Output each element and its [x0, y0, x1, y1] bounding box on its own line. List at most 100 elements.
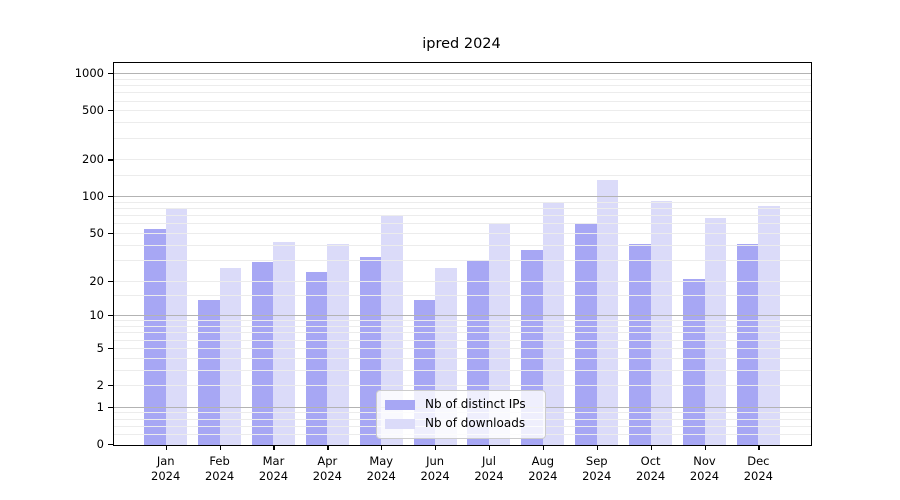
x-tick-month: Sep: [585, 454, 608, 468]
bar-downloads: [650, 201, 673, 445]
bar-distinct-ips: [144, 228, 166, 445]
legend-swatch-distinct-ips: [385, 399, 415, 410]
legend-label-downloads: Nb of downloads: [425, 416, 526, 430]
y-tick-mark: [108, 444, 113, 446]
bar-distinct-ips: [359, 257, 382, 445]
x-tick-year: 2024: [582, 468, 612, 483]
minor-gridline: [114, 78, 811, 80]
x-tick-mark: [381, 445, 383, 450]
minor-gridline: [114, 385, 811, 387]
major-gridline: [114, 196, 811, 198]
chart-title: ipred 2024: [422, 36, 501, 52]
x-tick-mark: [219, 445, 221, 450]
x-tick-label: Oct 2024: [623, 454, 679, 483]
x-tick-mark: [273, 445, 275, 450]
x-tick-label: Jun 2024: [407, 454, 463, 483]
y-tick-mark: [108, 232, 113, 235]
legend-item-distinct-ips: Nb of distinct IPs: [385, 396, 537, 413]
x-tick-label: Sep 2024: [569, 454, 625, 483]
minor-gridline: [114, 326, 811, 328]
bar-downloads: [381, 215, 403, 445]
y-tick-label: 20: [89, 273, 104, 288]
bar-distinct-ips: [575, 224, 597, 445]
y-tick-mark: [108, 196, 113, 198]
x-tick-year: 2024: [528, 468, 558, 483]
y-tick-mark: [108, 347, 113, 349]
x-tick-year: 2024: [635, 468, 666, 483]
minor-gridline: [114, 110, 811, 112]
bar-downloads: [596, 180, 619, 445]
bar-distinct-ips: [629, 244, 651, 445]
y-tick-mark: [108, 159, 113, 161]
bar-distinct-ips: [198, 299, 220, 445]
bar-distinct-ips: [251, 262, 274, 445]
y-tick-label: 2: [96, 378, 104, 393]
bar-downloads: [165, 209, 188, 445]
x-tick-month: Dec: [747, 454, 770, 468]
x-tick-label: Dec 2024: [730, 454, 786, 483]
y-tick-mark: [108, 73, 113, 75]
major-gridline: [114, 315, 811, 317]
bar-downloads: [704, 217, 726, 445]
minor-gridline: [114, 295, 811, 297]
bar-downloads: [327, 244, 349, 445]
y-tick-label: 50: [89, 225, 104, 240]
minor-gridline: [114, 122, 811, 124]
x-tick-year: 2024: [258, 468, 289, 483]
minor-gridline: [114, 223, 811, 225]
x-tick-month: Jul: [482, 454, 496, 468]
x-tick-month: Jan: [156, 454, 175, 468]
major-gridline: [114, 73, 811, 75]
x-tick-month: Nov: [693, 454, 716, 468]
axis-ticks-layer: 0 1 2 5 10 20 50 100 200 500 1000 Jan 2024 Feb 2024 Mar…: [75, 63, 811, 482]
minor-gridline: [114, 339, 811, 341]
legend-item-downloads: Nb of downloads: [385, 415, 537, 432]
bar-downloads: [273, 241, 295, 445]
plot-area: 0 1 2 5 10 20 50 100 200 500 1000 Jan 2024 Feb 2024 Mar…: [75, 62, 812, 483]
x-tick-month: May: [369, 454, 394, 468]
minor-gridline: [114, 208, 811, 210]
y-tick-label: 10: [89, 308, 104, 323]
x-tick-mark: [165, 445, 167, 450]
x-tick-label: Aug 2024: [515, 454, 571, 483]
x-tick-mark: [704, 445, 706, 450]
x-tick-year: 2024: [151, 468, 181, 483]
x-tick-label: Mar 2024: [245, 454, 301, 483]
x-tick-year: 2024: [366, 468, 396, 483]
minor-gridline: [114, 244, 811, 246]
minor-gridline: [114, 201, 811, 203]
y-tick-mark: [108, 406, 113, 408]
minor-gridline: [114, 332, 811, 334]
minor-gridline: [114, 369, 811, 371]
y-tick-label: 1000: [74, 66, 104, 81]
y-tick-mark: [108, 385, 113, 387]
x-tick-label: Jul 2024: [461, 454, 517, 483]
minor-gridline: [114, 232, 811, 234]
y-tick-label: 200: [82, 152, 104, 167]
y-tick-label: 1: [96, 399, 104, 414]
minor-gridline: [114, 259, 811, 261]
minor-gridline: [114, 174, 811, 176]
minor-gridline: [114, 159, 811, 161]
x-tick-year: 2024: [420, 468, 450, 483]
y-tick-mark: [108, 280, 113, 282]
x-tick-mark: [488, 445, 491, 450]
y-tick-label: 0: [96, 437, 104, 451]
minor-gridline: [114, 85, 811, 87]
x-tick-year: 2024: [204, 468, 235, 483]
x-tick-year: 2024: [312, 468, 342, 483]
minor-gridline: [114, 100, 811, 102]
y-tick-label: 100: [82, 189, 104, 204]
x-tick-mark: [596, 445, 598, 450]
x-tick-mark: [542, 445, 545, 450]
x-tick-label: May 2024: [353, 454, 409, 483]
x-tick-year: 2024: [474, 468, 504, 483]
x-tick-month: Oct: [640, 454, 661, 468]
x-tick-month: Mar: [262, 454, 285, 468]
legend: Nb of distinct IPs Nb of downloads: [376, 390, 546, 439]
x-tick-mark: [650, 445, 652, 450]
x-tick-label: Feb 2024: [192, 454, 248, 483]
x-tick-month: Feb: [209, 454, 230, 468]
bar-downloads: [542, 203, 565, 445]
x-tick-label: Nov 2024: [677, 454, 733, 483]
